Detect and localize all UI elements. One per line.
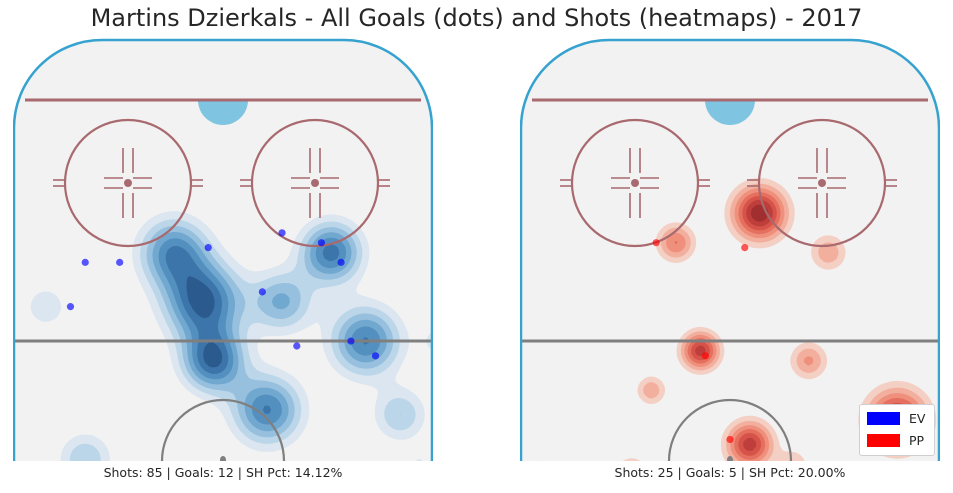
rink-surface	[521, 40, 939, 461]
goal-dot-0-7	[337, 258, 345, 266]
legend-label-pp: PP	[909, 432, 925, 448]
goal-dot-0-11	[371, 352, 380, 360]
goal-dot-0-3	[66, 303, 75, 311]
goal-dot-1-3	[701, 352, 709, 360]
goal-dot-0-9	[293, 342, 301, 350]
goal-dot-0-8	[258, 288, 266, 296]
faceoff-dot-left	[124, 179, 132, 187]
legend-entry-ev: EV	[867, 410, 925, 426]
heatmap-level-6	[165, 244, 370, 414]
center-dot	[727, 456, 733, 461]
goal-crease	[705, 100, 755, 125]
faceoff-circle-left	[570, 118, 700, 248]
center-circle	[667, 398, 793, 461]
legend-swatch-pp	[867, 433, 900, 447]
center-circle	[160, 398, 286, 461]
rink-markings	[13, 38, 433, 461]
goal-dot-0-2	[116, 258, 124, 266]
rink-markings	[520, 38, 940, 461]
goal-crease	[198, 100, 248, 125]
goal-dot-1-2	[741, 244, 749, 252]
faceoff-circle-right	[250, 118, 380, 248]
faceoff-dot-right	[818, 179, 826, 187]
goal-dot-0-5	[278, 229, 286, 237]
legend-swatch-ev	[867, 411, 900, 425]
rink-panel-ev	[13, 38, 433, 461]
faceoff-dot-right	[311, 179, 319, 187]
faceoff-circle-left	[63, 118, 193, 248]
rink-boards	[13, 38, 433, 461]
stats-caption-pp: Shots: 25 | Goals: 5 | SH Pct: 20.00%	[614, 465, 846, 480]
faceoff-dot-left	[631, 179, 639, 187]
ice-surface	[521, 40, 939, 461]
goal-dot-1-4	[726, 435, 734, 444]
goal-dot-0-6	[317, 239, 325, 247]
heatmap-level-7	[186, 276, 223, 368]
goal-dot-0-1	[81, 258, 89, 266]
goal-dot-1-1	[652, 239, 660, 247]
legend: EV PP	[859, 404, 935, 456]
faceoff-circle-right	[757, 118, 887, 248]
goal-dot-0-10	[347, 337, 355, 345]
goal-dots	[66, 229, 380, 360]
chart-title: Martins Dzierkals - All Goals (dots) and…	[90, 4, 863, 32]
rink-boards	[520, 38, 940, 461]
legend-entry-pp: PP	[867, 432, 924, 448]
center-dot	[220, 456, 226, 461]
stats-caption-ev: Shots: 85 | Goals: 12 | SH Pct: 14.12%	[103, 465, 343, 480]
goal-dot-0-4	[204, 244, 212, 252]
rink-panel-pp	[520, 38, 940, 461]
legend-label-ev: EV	[909, 410, 926, 426]
